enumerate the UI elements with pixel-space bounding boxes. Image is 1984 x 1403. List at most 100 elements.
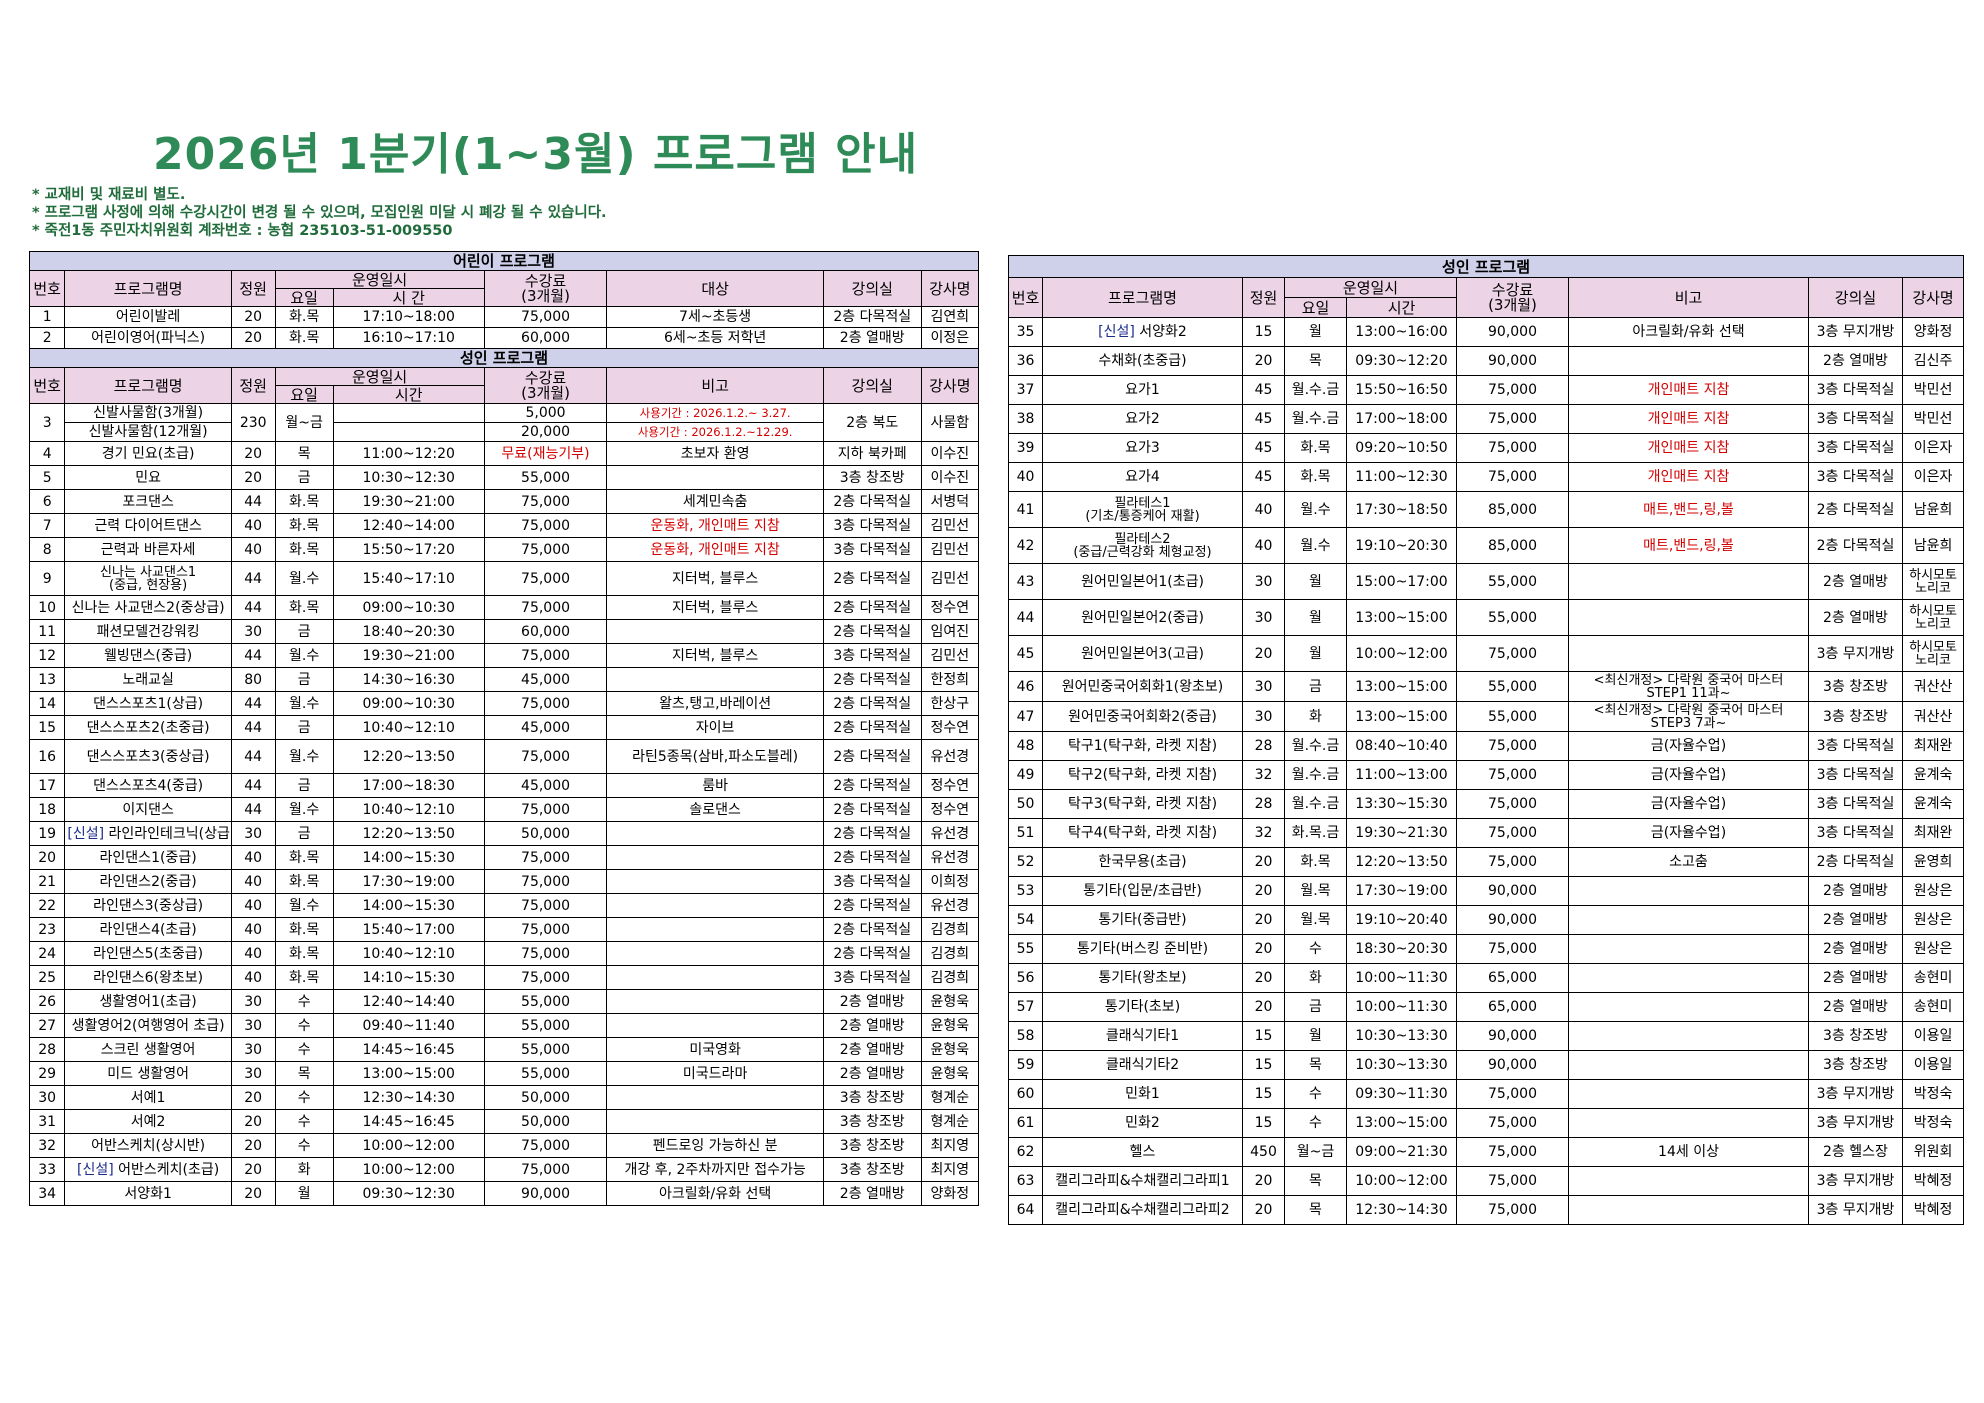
table-row: 24 라인댄스5(초중급) 40 화.목 10:40~12:10 75,000 2층 다목적… [28, 941, 980, 966]
cell-program-name: 어린이발레 [64, 306, 232, 328]
cell-room: 2층 열매방 [822, 1013, 922, 1038]
cell-no: 14 [28, 691, 66, 716]
cell-no: 56 [1008, 963, 1043, 993]
cell-capacity: 45 [1242, 404, 1285, 434]
cell-teacher: 김민선 [920, 561, 980, 596]
cell-time: 15:00~17:00 [1346, 563, 1457, 600]
cell-room: 3층 다목적실 [1808, 789, 1903, 819]
cell-fee: 85,000 [1456, 527, 1569, 564]
cell-time: 09:30~12:20 [1346, 346, 1457, 376]
cell-fee: 50,000 [483, 821, 608, 846]
cell-no: 60 [1008, 1079, 1043, 1109]
cell-capacity: 20 [230, 441, 276, 466]
cell-room: 3층 다목적실 [822, 643, 922, 668]
cell-capacity: 30 [230, 1037, 276, 1062]
cell-teacher: 유선경 [920, 739, 980, 774]
cell-note: 사용기간 : 2026.1.2.~12.29. [606, 422, 824, 442]
cell-teacher: 하시모토 노리코 [1901, 563, 1965, 600]
cell-fee: 50,000 [483, 1085, 608, 1110]
cell-capacity: 44 [230, 715, 276, 740]
cell-time: 10:00~12:00 [1346, 635, 1457, 672]
cell-teacher: 양화정 [920, 1181, 980, 1206]
cell-no: 42 [1008, 527, 1043, 564]
cell-fee: 75,000 [1456, 789, 1569, 819]
cell-room: 3층 다목적실 [1808, 404, 1903, 434]
cell-room: 2층 다목적실 [822, 893, 922, 918]
cell-no: 21 [28, 869, 66, 894]
cell-program-name: 웰빙댄스(중급) [64, 643, 232, 668]
cell-fee: 75,000 [1456, 375, 1569, 405]
cell-program-name: 댄스스포츠1(상급) [64, 691, 232, 716]
cell-room: 2층 다목적실 [822, 821, 922, 846]
cell-fee: 90,000 [1456, 1021, 1569, 1051]
table-row: 56 통기타(왕초보) 20 화 10:00~11:30 65,000 2층 열매방 송현미 [1008, 963, 1965, 993]
cell-no: 23 [28, 917, 66, 942]
cell-time: 12:30~14:30 [1346, 1195, 1457, 1225]
notice-line: * 프로그램 사정에 의해 수강시간이 변경 될 수 있으며, 모집인원 미달 … [32, 205, 607, 221]
table-row: 58 클래식기타1 15 월 10:30~13:30 90,000 3층 창조방 이용일 [1008, 1021, 1965, 1051]
cell-day: 금 [274, 773, 334, 798]
cell-note: 개인매트 지참 [1568, 375, 1809, 405]
cell-fee: 75,000 [483, 561, 608, 596]
cell-room: 2층 열매방 [1808, 563, 1903, 600]
cell-day: 수 [1284, 934, 1347, 964]
cell-no: 52 [1008, 847, 1043, 877]
col-name: 프로그램명 [64, 270, 232, 307]
col-schedule: 운영일시 [274, 270, 485, 289]
cell-no: 47 [1008, 701, 1043, 732]
cell-day: 화.목 [274, 489, 334, 514]
cell-time: 15:40~17:00 [332, 917, 485, 942]
cell-note: 개인매트 지참 [1568, 404, 1809, 434]
cell-fee: 75,000 [483, 869, 608, 894]
cell-program-name: 요가2 [1042, 404, 1243, 434]
cell-capacity: 40 [230, 917, 276, 942]
cell-teacher: 위원회 [1901, 1137, 1965, 1167]
cell-teacher: 김경희 [920, 965, 980, 990]
cell-line: <최신개정> 다락원 중국어 마스터 [1593, 672, 1784, 688]
cell-capacity: 20 [1242, 934, 1285, 964]
col-schedule: 운영일시 [274, 367, 485, 386]
table-row: 64 캘리그라피&수채캘리그라피2 20 목 12:30~14:30 75,000 3층 무… [1008, 1195, 1965, 1225]
cell-time: 12:30~14:30 [332, 1085, 485, 1110]
cell-teacher: 이은자 [1901, 433, 1965, 463]
cell-line: 라인라인테크닉(상급)/여 [108, 825, 231, 842]
col-cap: 정원 [230, 367, 276, 404]
cell-day: 목 [1284, 1050, 1347, 1080]
cell-time: 13:30~15:30 [1346, 789, 1457, 819]
cell-teacher: 박혜정 [1901, 1195, 1965, 1225]
cell-time: 09:20~10:50 [1346, 433, 1457, 463]
cell-program-name: 수채화(초중급) [1042, 346, 1243, 376]
cell-capacity: 40 [1242, 491, 1285, 528]
cell-day: 월.수 [1284, 491, 1347, 528]
cell-room: 3층 창조방 [822, 465, 922, 490]
cell-note: 지터벅, 블루스 [606, 595, 824, 620]
cell-fee: 55,000 [1456, 563, 1569, 600]
cell-day: 화 [1284, 701, 1347, 732]
cell-note: 7세~초등생 [606, 306, 824, 328]
col-name: 프로그램명 [1042, 277, 1243, 318]
cell-no: 46 [1008, 671, 1043, 702]
cell-line: 노리코 [1915, 616, 1951, 632]
table-row: 29 미드 생활영어 30 목 13:00~15:00 55,000 미국드라마 2층 열매방… [28, 1061, 980, 1086]
cell-day: 월.수.금 [1284, 760, 1347, 790]
cell-capacity: 20 [1242, 635, 1285, 672]
cell-teacher: 남윤희 [1901, 527, 1965, 564]
cell-no: 17 [28, 773, 66, 798]
table-row: 8 근력과 바른자세 40 화.목 15:50~17:20 75,000 운동화, 개인매트… [28, 537, 980, 562]
cell-program-name: 어반스케치(상시반) [64, 1133, 232, 1158]
cell-room: 2층 다목적실 [822, 773, 922, 798]
cell-teacher: 한상구 [920, 691, 980, 716]
cell-no: 39 [1008, 433, 1043, 463]
kids-section-title: 어린이 프로그램 [29, 251, 979, 271]
cell-no: 30 [28, 1085, 66, 1110]
cell-note [1568, 963, 1809, 993]
cell-capacity: 20 [1242, 1195, 1285, 1225]
cell-no: 9 [28, 561, 66, 596]
cell-line: 노리코 [1915, 580, 1951, 596]
cell-room: 2층 열매방 [1808, 934, 1903, 964]
cell-day: 금 [274, 715, 334, 740]
table-row: 49 탁구2(탁구화, 라켓 지참) 32 월.수.금 11:00~13:00 75,00… [1008, 760, 1965, 790]
cell-no: 1 [28, 306, 66, 328]
cell-program-name: 민요 [64, 465, 232, 490]
cell-capacity: 45 [1242, 375, 1285, 405]
